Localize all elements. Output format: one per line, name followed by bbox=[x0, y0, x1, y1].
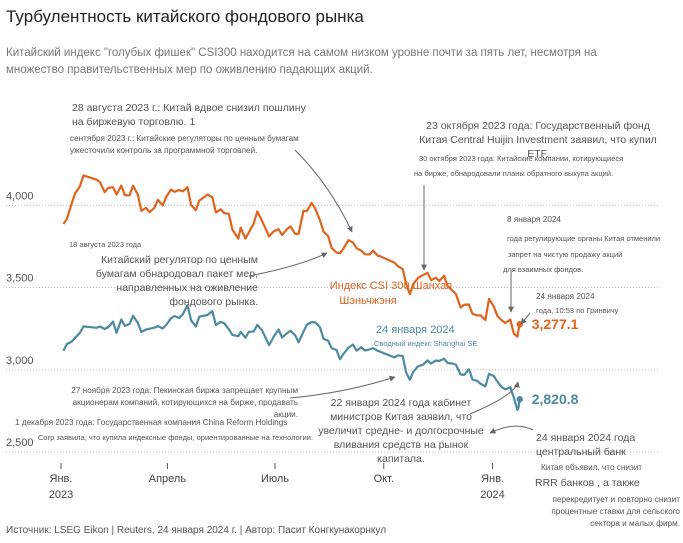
annotation-oct30: 30 октября 2023 года: Китайские компании… bbox=[419, 154, 624, 163]
shanghai-date-label: 24 января 2024 bbox=[376, 324, 455, 336]
x-tick-label: Янв. bbox=[481, 473, 504, 485]
y-tick-label: 2,500 bbox=[6, 437, 34, 449]
y-tick-label: 3,500 bbox=[6, 273, 34, 285]
shanghai-composite-line bbox=[62, 304, 521, 411]
x-tick-label: Апрель bbox=[149, 473, 187, 485]
annotation-jan22: 22 января 2024 года кабинет министров Ки… bbox=[318, 397, 484, 465]
annotation-aug28: 28 августа 2023 г.: Китай вдвое снизил п… bbox=[72, 102, 306, 128]
annotation-jan24-time: года, 10:53 по Гринвичу bbox=[536, 306, 619, 315]
annotation-jan24-title: 24 января 2024 bbox=[536, 292, 595, 301]
shanghai-series-label: Сводный индекс Shanghai SE bbox=[374, 339, 477, 348]
annotation-dec1-b: Corp заявила, что купила индексные фонды… bbox=[38, 433, 313, 442]
csi300-series-label-b: Шэньчжэня bbox=[339, 295, 397, 307]
shanghai-end-dot bbox=[516, 396, 523, 403]
annotation-jan24-cb-d: перекредитует и повторно снизит процентн… bbox=[551, 495, 680, 528]
source-note: Источник: LSEG Eikon | Reuters, 24 январ… bbox=[6, 525, 387, 536]
annotation-oct23: 23 октября 2023 года: Государственный фо… bbox=[419, 120, 657, 160]
series-lines: 3,277.1 2,820.8 Индекс CSI 300 Шанхая Шэнь… bbox=[62, 174, 579, 411]
annotation-nov27: 27 ноября 2023 года: Пекинская биржа зап… bbox=[71, 386, 298, 419]
shanghai-end-label: 2,820.8 bbox=[532, 391, 579, 407]
csi300-end-dot bbox=[516, 321, 523, 328]
y-tick-label: 4,000 bbox=[6, 190, 34, 202]
csi300-series-label: Индекс CSI 300 Шанхая bbox=[330, 280, 453, 292]
annotation-arrows bbox=[248, 149, 534, 434]
annotation-jan8-line3: для взаимных фондов. bbox=[503, 265, 584, 274]
y-tick-label: 3,000 bbox=[6, 355, 34, 367]
annotation-jan8-title: 8 января 2024 bbox=[507, 215, 561, 224]
arrow-jan24-cb bbox=[489, 425, 534, 434]
annotation-sep1: сентября 2023 г.: Китайские регуляторы п… bbox=[70, 134, 299, 155]
csi300-end-label: 3,277.1 bbox=[532, 316, 579, 332]
annotation-jan8-line1: года регулирующие органы Китая отменили bbox=[507, 234, 661, 243]
annotation-jan8-line2: запрет на чистую продажу акций bbox=[508, 250, 623, 259]
arrow-jan22 bbox=[469, 381, 520, 415]
grid: 2,500 3,000 3,500 4,000 bbox=[6, 190, 660, 453]
annotation-jan24-cb-b: Китая объявил, что снизит bbox=[541, 463, 643, 472]
x-tick-label-year: 2024 bbox=[480, 489, 504, 501]
annotation-jan24-cb-c: RRR банков , а также bbox=[535, 477, 640, 489]
csi300-line bbox=[62, 174, 521, 338]
annotation-aug18-date: 18 августа 2023 года bbox=[69, 240, 142, 249]
arrow-aug18 bbox=[248, 252, 328, 277]
page-title: Турбулентность китайского фондового рынк… bbox=[6, 7, 364, 26]
annotation-jan24-cb: 24 января 2024 года центральный банк bbox=[536, 432, 636, 458]
annotation-dec1: 1 декабря 2023 года: Государственная ком… bbox=[15, 418, 288, 427]
arrow-nov27 bbox=[289, 375, 396, 399]
x-tick-label: Янв. bbox=[50, 473, 73, 485]
x-tick-label: Июль bbox=[261, 473, 289, 485]
subtitle: Китайский индекс "голубых фишек" CSI300 … bbox=[6, 47, 597, 76]
arrow-jan24 bbox=[520, 312, 531, 325]
annotation-aug18: Китайский регулятор по ценным бумагам об… bbox=[95, 254, 258, 308]
x-tick-label-year: 2023 bbox=[49, 489, 73, 501]
arrow-aug28 bbox=[294, 149, 353, 233]
x-axis: Янв. 2023 Апрель Июль Окт. Янв. 2024 bbox=[49, 463, 505, 501]
x-tick-label: Окт. bbox=[374, 473, 394, 485]
annotation-oct30-b: на бирже, обнародовали планы обратного в… bbox=[414, 169, 614, 178]
